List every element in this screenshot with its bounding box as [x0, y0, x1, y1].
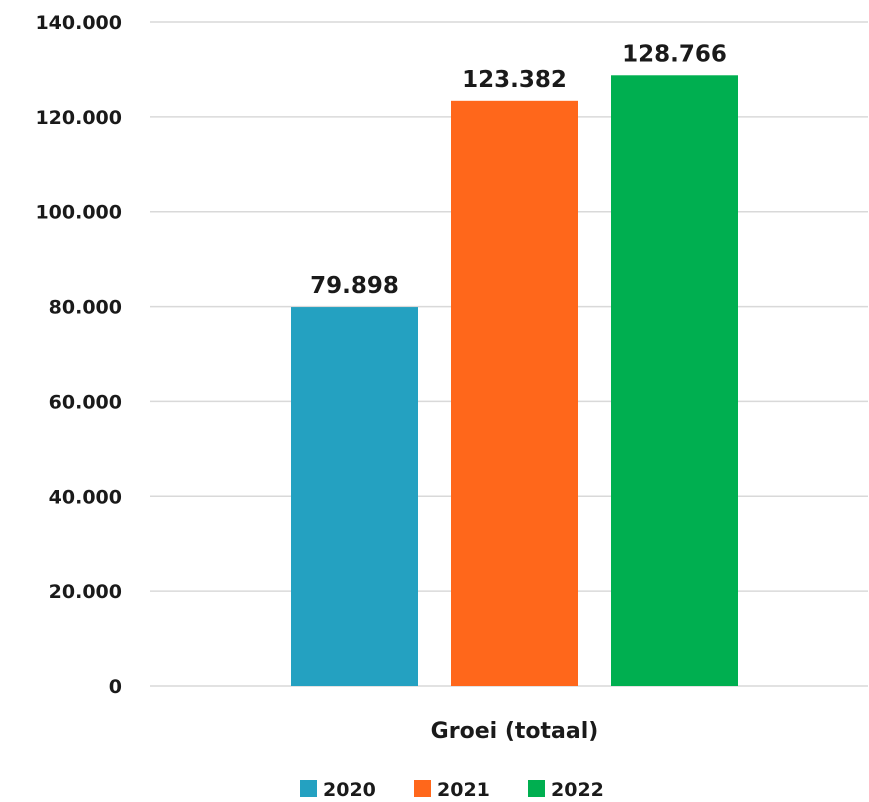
bar-2021	[451, 100, 578, 687]
data-label-2021: 123.382	[462, 67, 567, 93]
y-tick-label: 20.000	[49, 581, 122, 603]
bar-2020	[291, 307, 418, 686]
bar-2022	[611, 75, 738, 687]
y-tick-label: 0	[109, 676, 122, 698]
x-category-label: Groei (totaal)	[431, 719, 599, 744]
y-tick-label: 40.000	[49, 486, 122, 508]
legend-swatch-2022	[528, 780, 545, 797]
legend-label-2020: 2020	[323, 779, 376, 801]
legend-label-2021: 2021	[437, 779, 490, 801]
y-tick-label: 80.000	[49, 297, 122, 319]
data-label-2022: 128.766	[622, 41, 727, 67]
bars	[291, 75, 738, 687]
y-tick-label: 100.000	[35, 202, 122, 224]
x-axis-category-labels: Groei (totaal)	[431, 719, 599, 744]
legend: 2020 2021 2022	[300, 779, 604, 801]
legend-swatch-2020	[300, 780, 317, 797]
data-label-2020: 79.898	[310, 273, 399, 299]
legend-swatch-2021	[414, 780, 431, 797]
data-labels: 79.898 123.382 128.766	[310, 41, 727, 299]
y-tick-label: 120.000	[35, 107, 122, 129]
y-tick-label: 140.000	[35, 12, 122, 34]
y-axis-tick-labels: 0 20.000 40.000 60.000 80.000 100.000 120.000 1…	[35, 12, 122, 698]
y-tick-label: 60.000	[49, 391, 122, 413]
legend-label-2022: 2022	[551, 779, 604, 801]
